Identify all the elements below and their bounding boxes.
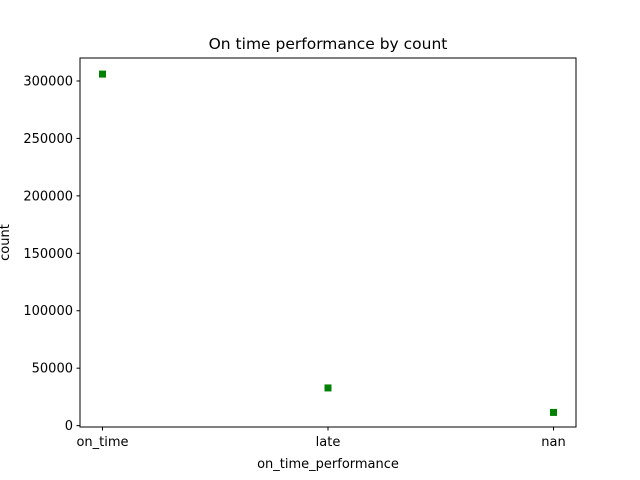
- data-point-on-time: [99, 70, 106, 78]
- y-tick-label: 0: [65, 419, 73, 434]
- data-point-late: [324, 384, 332, 392]
- plot-area: [79, 57, 577, 428]
- y-tick-label: 250000: [23, 132, 73, 147]
- x-tick-label: nan: [541, 435, 565, 450]
- y-axis-ticks: 0 50000 100000 150000 200000 250000 300000: [23, 74, 80, 434]
- data-point-nan: [550, 408, 557, 416]
- x-axis-label: on_time_performance: [257, 457, 399, 472]
- y-tick-label: 200000: [23, 189, 73, 204]
- x-tick-label: late: [316, 435, 341, 450]
- chart-title: On time performance by count: [209, 35, 448, 53]
- x-tick-label: on_time: [76, 435, 128, 450]
- data-points: [99, 70, 557, 416]
- y-tick-label: 50000: [32, 362, 73, 377]
- y-tick-label: 300000: [23, 74, 73, 89]
- y-tick-label: 150000: [23, 247, 73, 262]
- y-axis-label: count: [0, 224, 13, 261]
- y-tick-label: 100000: [23, 304, 73, 319]
- x-axis-ticks: on_time late nan: [76, 427, 566, 450]
